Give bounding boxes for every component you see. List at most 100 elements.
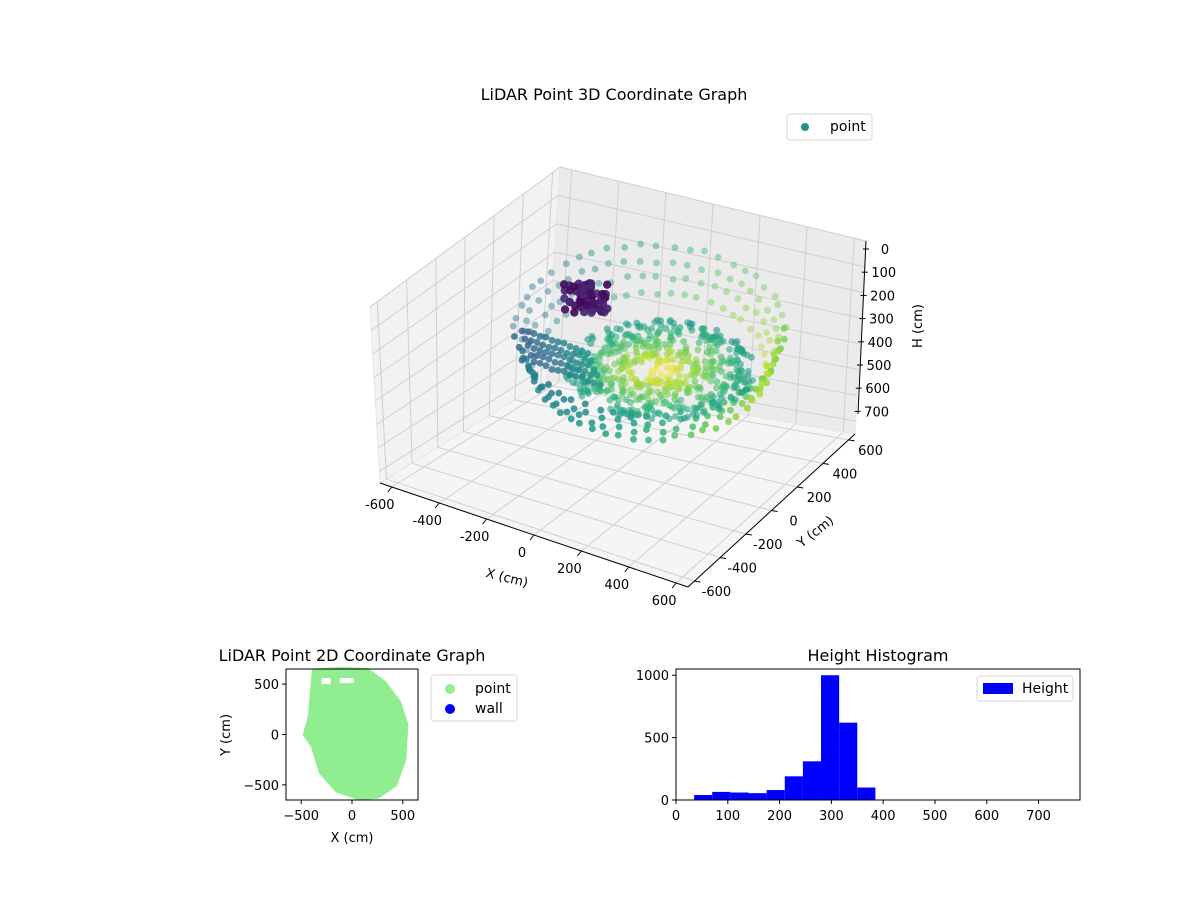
point-3d [737, 315, 745, 323]
point-3d [541, 396, 549, 403]
point-3d [607, 350, 615, 357]
point-3d [699, 372, 707, 379]
point-3d [701, 247, 708, 255]
point-3d [588, 249, 595, 257]
z-tick-label: 400 [868, 336, 893, 351]
legend-histogram: Height [976, 675, 1074, 702]
point-3d [547, 269, 555, 277]
point-3d [686, 246, 694, 254]
point-3d [586, 281, 596, 290]
point-3d [622, 410, 630, 418]
point-3d [587, 308, 596, 317]
points-3d [509, 240, 790, 444]
point-3d [659, 436, 667, 444]
point-3d [549, 401, 557, 409]
point-3d [692, 294, 700, 301]
histogram-bar [857, 787, 876, 800]
point-3d [572, 359, 580, 367]
point-3d [614, 431, 622, 439]
legend-histogram-box [976, 675, 1074, 702]
point-3d [667, 289, 675, 297]
point-3d [712, 425, 720, 432]
x-tick-label-hist: 0 [672, 809, 680, 824]
point-3d [570, 405, 578, 412]
point-3d [569, 365, 577, 373]
point-3d [647, 372, 655, 380]
point-3d [545, 381, 552, 388]
point-3d [666, 376, 674, 384]
point-3d [707, 377, 715, 385]
ylabel-2d: Y (cm) [219, 714, 234, 757]
histogram-bar [821, 675, 840, 800]
point-3d [677, 360, 685, 367]
point-3d [557, 359, 565, 367]
grid-x-line [675, 238, 855, 584]
x-tick [387, 486, 393, 493]
z-tick-label: 300 [869, 313, 894, 328]
point-3d [560, 339, 568, 347]
point-3d [769, 360, 777, 368]
z-tick-label: 100 [871, 266, 896, 281]
point-3d [584, 349, 592, 357]
y-tick [848, 439, 855, 442]
ticks-2d: −500 0 500 −500 0 500 [243, 678, 415, 824]
histogram-bar [748, 793, 767, 800]
point-3d [599, 423, 607, 430]
x-tick [434, 502, 440, 509]
point-3d [590, 379, 598, 387]
point-3d [760, 284, 768, 291]
point-3d [548, 350, 556, 358]
point-3d [646, 404, 653, 411]
point-3d [683, 261, 691, 269]
point-3d [743, 404, 751, 412]
point-3d [771, 293, 779, 301]
x-tick-label: 400 [604, 578, 629, 593]
y-tick-label-hist: 500 [644, 732, 669, 747]
point-3d [562, 260, 570, 268]
point-3d [682, 373, 690, 381]
x-tick-label-hist: 300 [819, 809, 844, 824]
point-3d [531, 321, 539, 329]
grid-x-line [391, 169, 573, 488]
point-3d [738, 374, 746, 382]
point-3d [535, 386, 542, 394]
point-3d [623, 330, 630, 338]
point-3d [575, 253, 583, 261]
histogram-bar [766, 790, 785, 800]
point-3d [530, 345, 538, 352]
point-3d [528, 368, 536, 376]
point-3d [657, 321, 665, 329]
x-tick [576, 550, 582, 557]
point-3d [729, 311, 737, 319]
point-3d [699, 426, 706, 434]
point-3d [593, 371, 601, 379]
histogram-bar [712, 791, 731, 800]
point-3d [684, 354, 692, 362]
point-3d [743, 385, 751, 393]
point-3d [519, 347, 526, 355]
gap-2d [339, 678, 354, 684]
point-3d [771, 347, 779, 355]
point-3d [669, 259, 677, 267]
point-3d [584, 361, 592, 369]
point-3d [713, 326, 721, 334]
point-3d [637, 336, 645, 344]
point-3d [566, 356, 574, 364]
point-3d [598, 414, 606, 422]
x-tick-label: 200 [557, 562, 582, 577]
point-3d [510, 333, 518, 340]
point-3d [653, 259, 660, 267]
y-tick [822, 462, 829, 465]
point-3d [602, 280, 612, 289]
point-3d [652, 273, 660, 280]
point-3d [633, 319, 641, 327]
z-tick-label: 600 [865, 382, 890, 397]
point-3d [742, 304, 750, 312]
point-3d [621, 355, 629, 363]
point-3d [745, 378, 753, 386]
y-tick-label: 200 [807, 491, 832, 506]
point-3d [572, 373, 580, 381]
grid-z-line [369, 166, 867, 308]
point-3d [714, 269, 722, 277]
point-3d [727, 393, 735, 401]
